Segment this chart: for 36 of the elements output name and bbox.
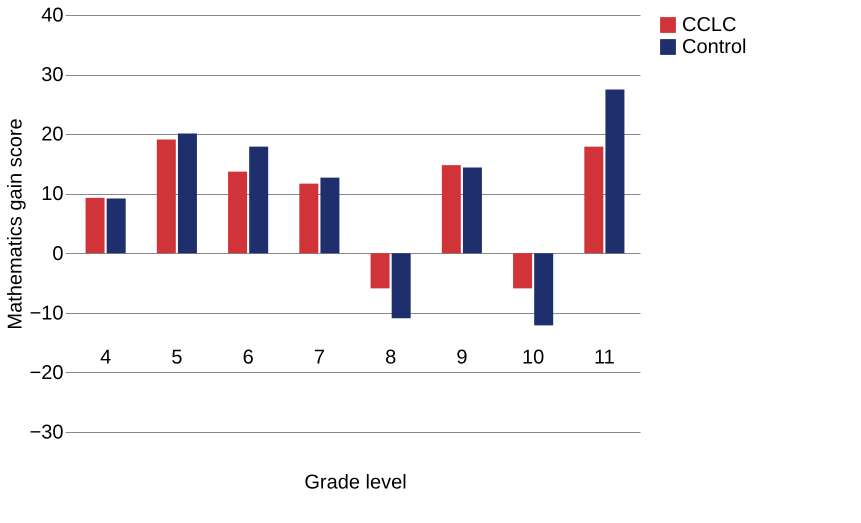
bar (534, 253, 554, 326)
bar (513, 253, 532, 288)
bar (605, 89, 624, 254)
x-tick-label: 11 (594, 346, 615, 368)
x-tick-label: 6 (242, 346, 254, 368)
bar (156, 140, 176, 254)
bar (462, 168, 482, 254)
y-tick-label: −30 (30, 422, 64, 444)
y-axis-title: Mathematics gain score (4, 118, 27, 330)
bar (228, 172, 248, 254)
x-tick-label: 4 (100, 346, 112, 368)
bar (106, 198, 126, 254)
y-tick-label: 40 (41, 4, 64, 26)
bar (442, 165, 461, 254)
y-tick-label: −20 (30, 362, 64, 384)
x-tick-label: 8 (385, 346, 396, 368)
bar (392, 253, 411, 318)
x-tick-label: 10 (522, 346, 544, 368)
bar (370, 253, 390, 288)
bar (299, 184, 318, 254)
y-tick-label: 0 (52, 242, 64, 265)
x-axis-title: Grade level (304, 472, 407, 494)
x-tick-label: 9 (456, 346, 468, 368)
legend-label: Control (682, 36, 746, 58)
bar (584, 146, 604, 254)
bar (320, 178, 340, 254)
y-tick-label: 20 (41, 124, 64, 146)
bar (249, 146, 268, 254)
x-tick-label: 5 (171, 346, 182, 368)
y-tick-label: 30 (41, 64, 64, 86)
bar (86, 198, 105, 254)
x-tick-label: 7 (314, 346, 325, 368)
y-tick-label: −10 (30, 302, 64, 324)
bar (178, 134, 197, 254)
legend-label: CCLC (682, 14, 736, 36)
y-tick-label: 10 (41, 183, 64, 206)
